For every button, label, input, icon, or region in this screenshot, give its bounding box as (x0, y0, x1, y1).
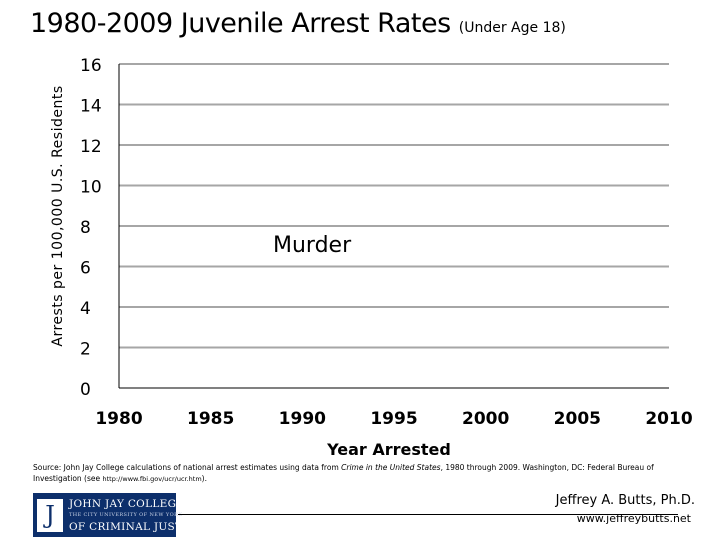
author-website: www.jeffreybutts.net (576, 512, 691, 525)
author-name: Jeffrey A. Butts, Ph.D. (555, 493, 695, 508)
source-suffix: ). (201, 474, 207, 483)
chart-title: 1980-2009 Juvenile Arrest Rates (Under A… (30, 8, 566, 39)
chart: 0 2 4 6 8 10 12 14 16 1980 1985 1990 1995 2000 2005 20… (50, 56, 693, 459)
x-tick-labels: 1980 1985 1990 1995 2000 2005 2010 (95, 409, 692, 429)
y-tick-label: 8 (80, 218, 91, 238)
y-tick-label: 10 (80, 178, 102, 198)
footer-divider (178, 514, 678, 515)
grid-lines (119, 63, 669, 349)
y-tick-label: 0 (80, 380, 91, 400)
x-tick-label: 2010 (645, 409, 692, 429)
logo-line-3: OF CRIMINAL JUSTICE (69, 521, 204, 533)
john-jay-college-logo: J JOHN JAY COLLEGE THE CITY UNIVERSITY O… (33, 493, 203, 537)
logo-line-2: THE CITY UNIVERSITY OF NEW YORK (69, 512, 183, 518)
y-tick-label: 4 (80, 299, 91, 319)
y-tick-label: 14 (80, 97, 102, 117)
x-tick-label: 1980 (95, 409, 142, 429)
y-tick-labels: 0 2 4 6 8 10 12 14 16 (80, 56, 102, 400)
y-tick-label: 6 (80, 259, 91, 279)
x-axis-label: Year Arrested (326, 440, 451, 459)
source-publication: Crime in the United States (341, 463, 441, 472)
y-tick-label: 16 (80, 56, 102, 76)
chart-title-main: 1980-2009 Juvenile Arrest Rates (30, 8, 451, 39)
x-tick-label: 2005 (554, 409, 601, 429)
y-tick-label: 2 (80, 340, 91, 360)
x-tick-label: 2000 (462, 409, 509, 429)
y-tick-label: 12 (80, 137, 102, 157)
x-tick-label: 1995 (370, 409, 417, 429)
annotation-label: Murder (273, 233, 352, 258)
source-note: Source: John Jay College calculations of… (33, 462, 673, 485)
x-tick-label: 1985 (187, 409, 234, 429)
chart-title-sub: (Under Age 18) (458, 20, 566, 36)
source-mid: , 1980 through 2009. Washington, DC: Fed… (33, 463, 654, 483)
x-tick-label: 1990 (279, 409, 326, 429)
source-url: http://www.fbi.gov/ucr/ucr.htm (102, 475, 202, 483)
source-prefix: Source: John Jay College calculations of… (33, 463, 342, 472)
logo-j-mark: J (37, 499, 63, 532)
logo-line-1: JOHN JAY COLLEGE (69, 498, 185, 510)
y-axis-label: Arrests per 100,000 U.S. Residents (50, 85, 66, 346)
